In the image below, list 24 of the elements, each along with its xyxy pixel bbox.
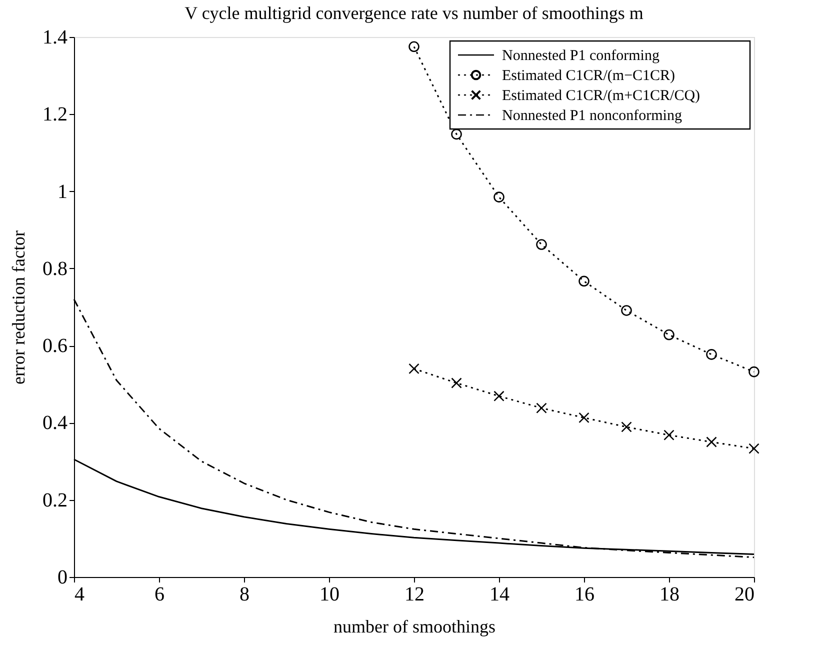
legend-label: Nonnested P1 conforming xyxy=(502,48,660,64)
x-tick-label: 6 xyxy=(154,584,164,606)
y-axis-title: error reduction factor xyxy=(8,230,28,384)
x-tick-label: 12 xyxy=(404,584,424,606)
y-tick-label: 0.4 xyxy=(42,412,68,434)
x-tick-label: 16 xyxy=(574,584,594,606)
x-tick-label: 18 xyxy=(660,584,680,606)
x-tick-label: 8 xyxy=(240,584,250,606)
legend-label: Estimated C1CR/(m+C1CR/CQ) xyxy=(502,88,700,104)
x-tick-label: 20 xyxy=(734,584,754,606)
y-tick-label: 0.6 xyxy=(42,335,68,358)
y-tick-label: 0.2 xyxy=(42,489,68,512)
legend-label: Estimated C1CR/(m−C1CR) xyxy=(502,68,676,84)
x-tick-label: 10 xyxy=(320,584,340,606)
y-tick-label: 1.2 xyxy=(42,104,68,126)
y-tick-label: 0 xyxy=(58,566,68,588)
y-tick-label: 1 xyxy=(58,180,68,203)
x-tick-label: 4 xyxy=(74,584,84,606)
legend-label: Nonnested P1 nonconforming xyxy=(502,108,682,124)
y-tick-label: 1.4 xyxy=(42,26,68,48)
y-tick-label: 0.8 xyxy=(42,258,68,280)
x-tick-label: 14 xyxy=(490,584,510,606)
chart-title: V cycle multigrid convergence rate vs number of smoothings m xyxy=(184,3,644,23)
x-axis-title: number of smoothings xyxy=(334,616,496,636)
